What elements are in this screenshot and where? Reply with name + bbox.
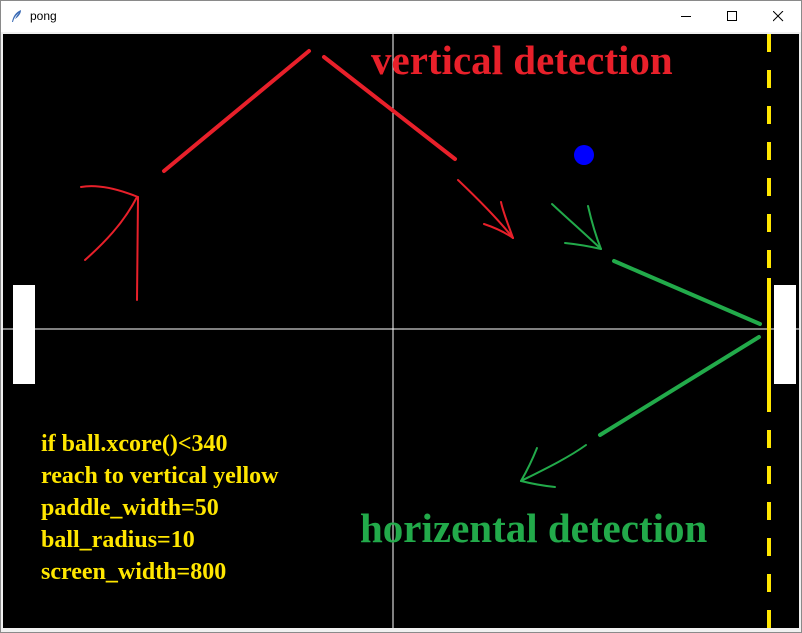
horizontal-detection-heading: horizental detection xyxy=(360,505,708,551)
feather-icon xyxy=(10,9,24,23)
maximize-icon xyxy=(727,11,737,21)
red-arrow-left xyxy=(80,185,139,301)
window-title: pong xyxy=(30,9,57,23)
note-line-2: reach to vertical yellow xyxy=(41,463,279,489)
close-icon xyxy=(773,11,784,22)
note-line-4: ball_radius=10 xyxy=(41,527,195,553)
minimize-icon xyxy=(681,16,691,17)
note-line-1: if ball.xcore()<340 xyxy=(41,431,228,457)
red-arrow-right xyxy=(457,179,514,239)
green-arrow-top xyxy=(551,203,602,250)
maximize-button[interactable] xyxy=(709,1,755,32)
note-line-5: screen_width=800 xyxy=(41,559,227,585)
green-arrow-bottom xyxy=(520,444,587,488)
scene-drawing xyxy=(3,34,799,628)
green-trajectory xyxy=(598,259,762,437)
close-button[interactable] xyxy=(755,1,801,32)
note-line-3: paddle_width=50 xyxy=(41,495,219,521)
left-paddle xyxy=(13,285,35,384)
vertical-detection-heading: vertical detection xyxy=(371,37,673,83)
ball xyxy=(574,145,594,165)
red-trajectory xyxy=(162,49,457,173)
game-canvas[interactable]: vertical detection horizental detection … xyxy=(3,34,799,628)
title-bar[interactable]: pong xyxy=(1,1,801,32)
right-paddle xyxy=(774,285,796,384)
minimize-button[interactable] xyxy=(663,1,709,32)
